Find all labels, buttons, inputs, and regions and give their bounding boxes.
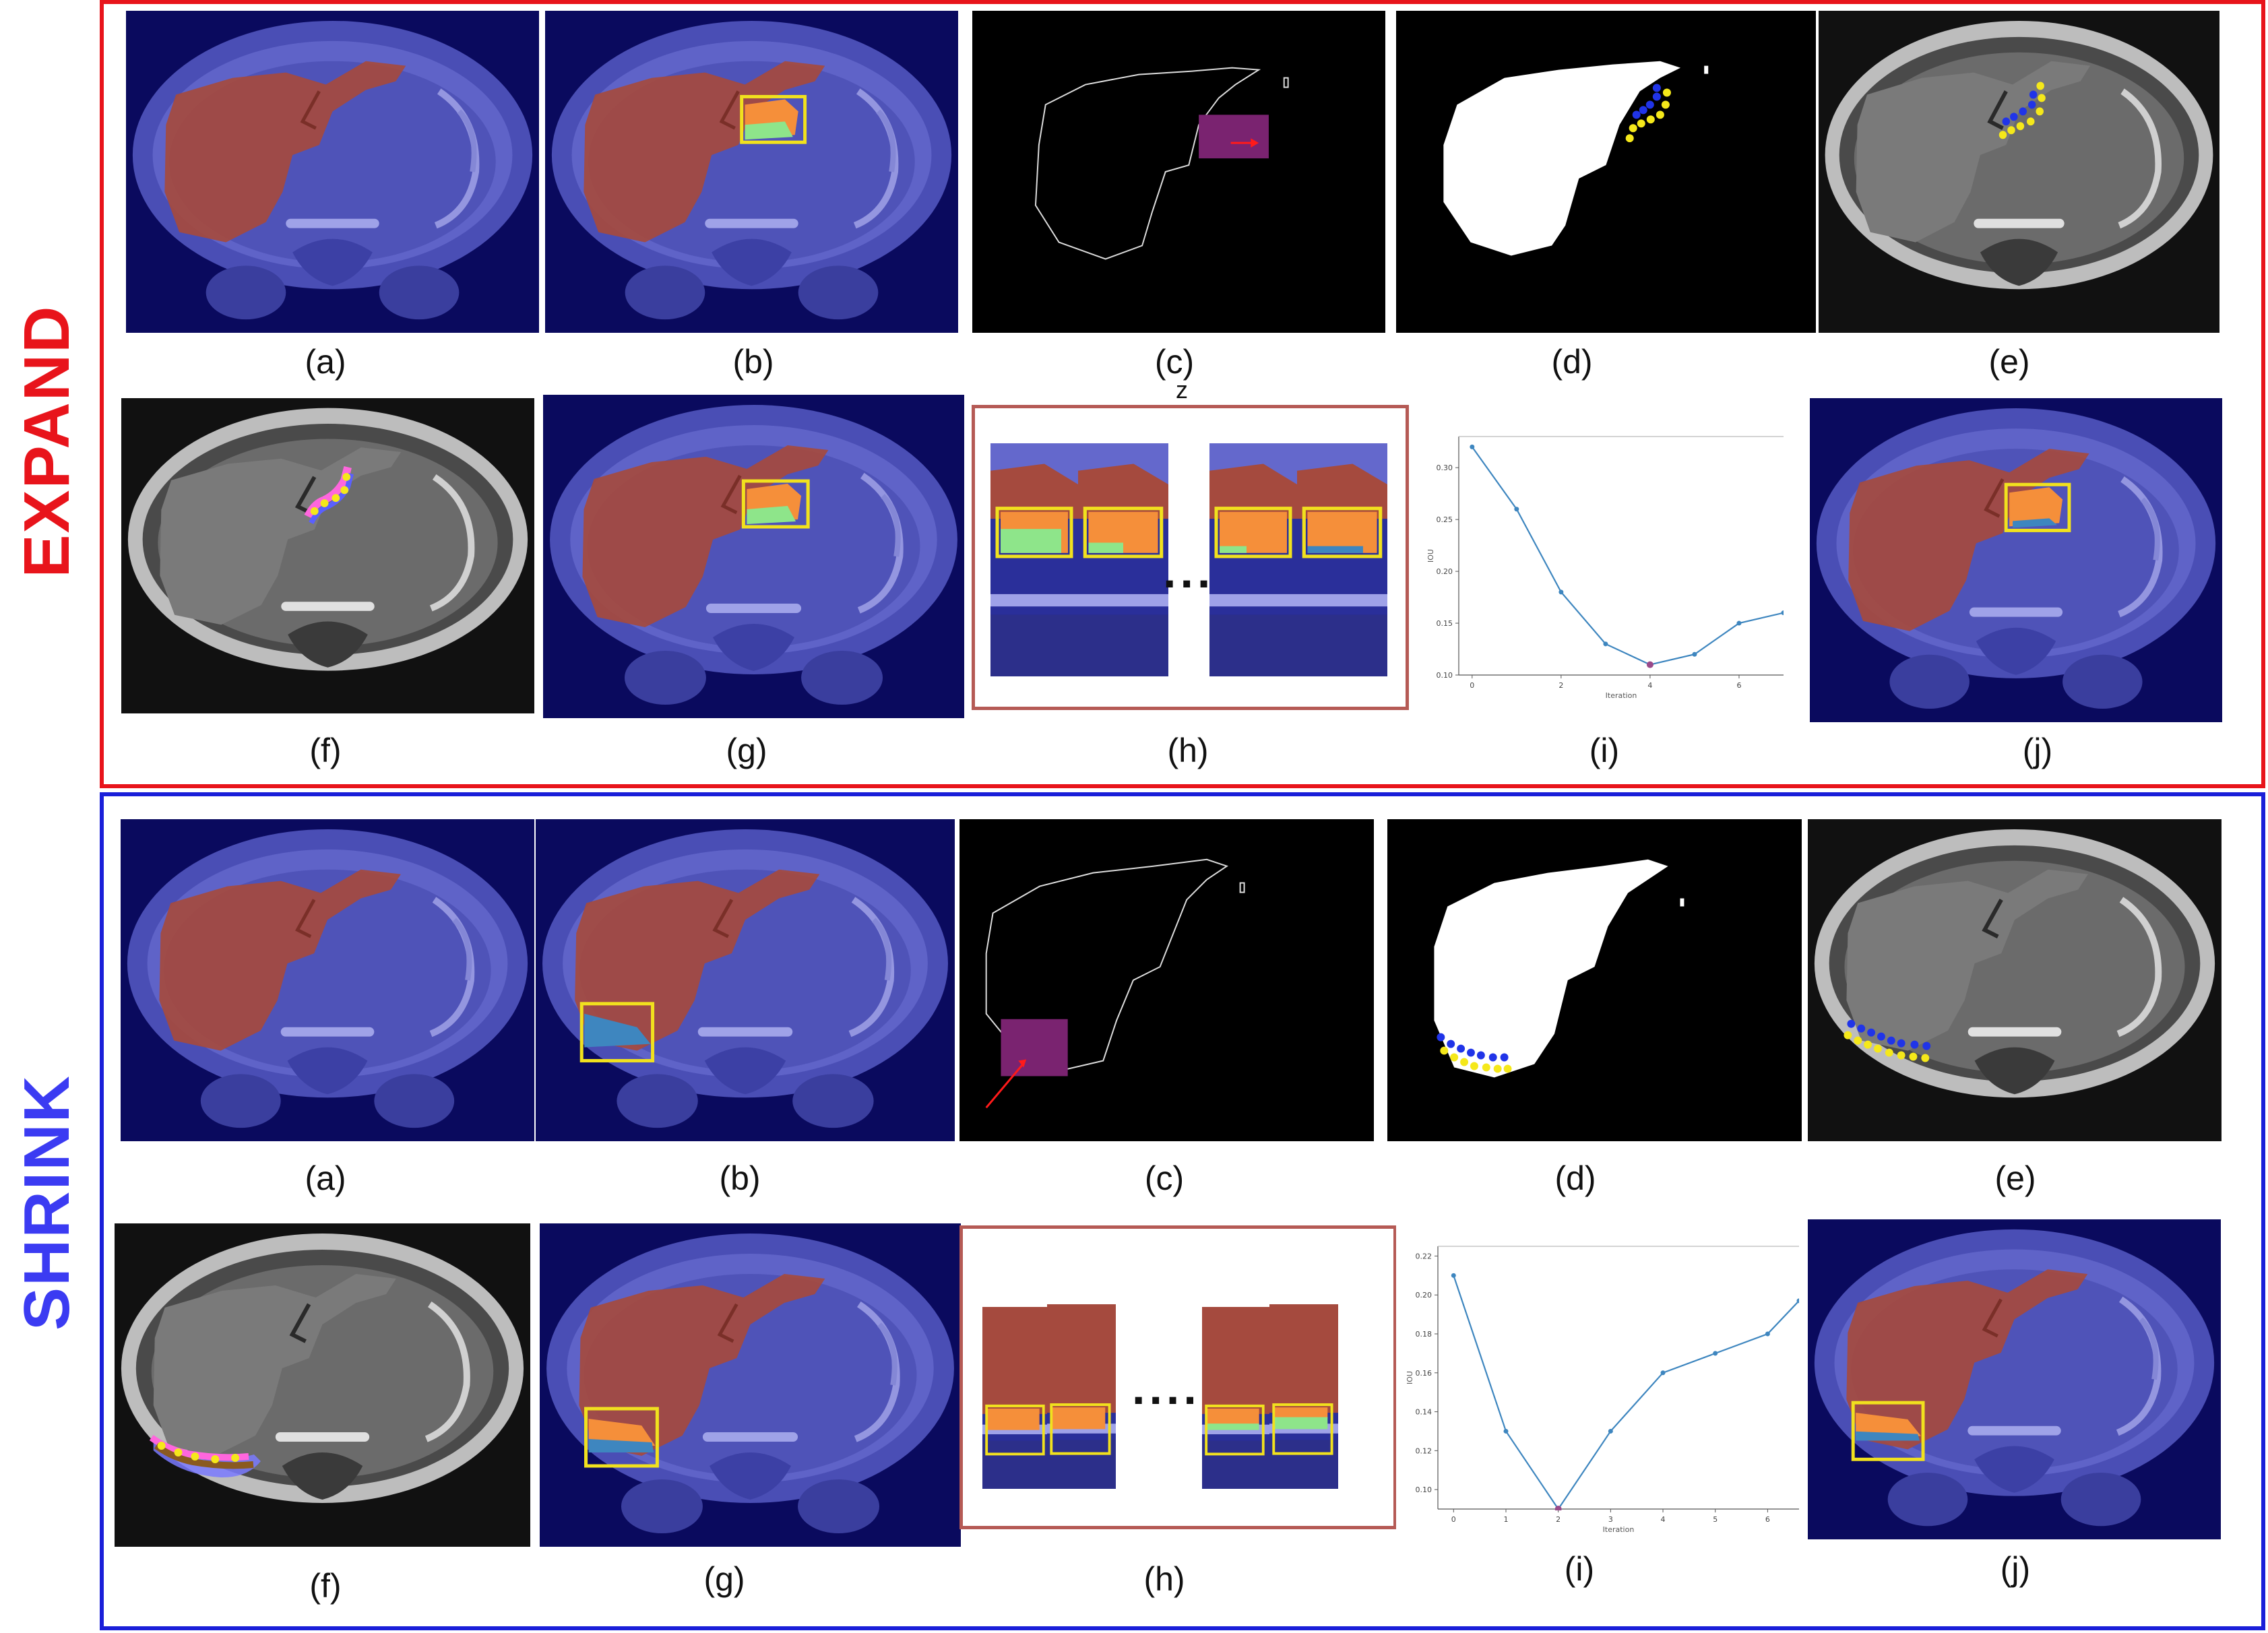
chart-plot-area xyxy=(1451,1273,1799,1510)
y-tick-label: 0.15 xyxy=(1437,619,1453,628)
expand-panel-f-contours-on-mri xyxy=(121,398,534,713)
caption-expand-f: (f) xyxy=(309,732,342,769)
caption-shrink-j: (j) xyxy=(2000,1550,2031,1588)
caption-expand-e: (e) xyxy=(1988,343,2030,381)
caption-shrink-a: (a) xyxy=(305,1159,346,1197)
caption-shrink-c: (c) xyxy=(1144,1159,1185,1197)
caption-expand-b: (b) xyxy=(732,343,774,381)
iou-data-point xyxy=(1514,507,1519,512)
shrink-section-label: SHRINK xyxy=(11,1074,83,1331)
iou-data-point xyxy=(1781,610,1784,616)
y-tick-label: 0.30 xyxy=(1437,463,1453,472)
iou-series-line xyxy=(1471,446,1784,666)
x-tick-label: 0 xyxy=(1470,681,1474,690)
expand-section-frame xyxy=(100,0,2265,788)
caption-shrink-d: (d) xyxy=(1554,1159,1596,1197)
caption-expand-j: (j) xyxy=(2022,732,2053,769)
caption-expand-a: (a) xyxy=(305,343,346,381)
caption-shrink-f: (f) xyxy=(309,1567,342,1605)
y-tick-label: 0.25 xyxy=(1437,515,1453,524)
y-tick-label: 0.10 xyxy=(1437,671,1453,680)
iou-data-point xyxy=(1451,1273,1456,1278)
x-tick-label: 3 xyxy=(1608,1515,1613,1524)
shrink-panel-c-contour-map xyxy=(959,819,1374,1141)
chart-plot-area xyxy=(1470,444,1784,668)
shrink-crop-tile-1 xyxy=(982,1307,1050,1489)
y-tick-label: 0.22 xyxy=(1416,1252,1432,1260)
y-tick-label: 0.20 xyxy=(1416,1291,1432,1300)
y-tick-label: 0.14 xyxy=(1416,1408,1432,1417)
expand-panel-b-highlighted-region xyxy=(545,11,958,333)
x-tick-label: 4 xyxy=(1647,681,1652,690)
x-tick-label: 2 xyxy=(1558,681,1563,690)
x-tick-label: 5 xyxy=(1713,1515,1718,1524)
expand-panel-e-points-on-mri xyxy=(1819,11,2219,333)
shrink-iteration-ellipsis: .... xyxy=(1132,1362,1201,1414)
x-tick-label: 1 xyxy=(1503,1515,1508,1524)
y-tick-label: 0.18 xyxy=(1416,1330,1432,1339)
y-axis-label: IOU xyxy=(1406,1371,1414,1384)
caption-shrink-g: (g) xyxy=(703,1560,745,1598)
expand-crop-tile-2 xyxy=(1078,443,1168,676)
stray-z-mark: z xyxy=(1176,376,1188,404)
caption-shrink-i: (i) xyxy=(1564,1550,1595,1588)
shrink-section-frame xyxy=(100,792,2265,1630)
shrink-panel-e-points-on-mri xyxy=(1808,819,2222,1141)
iou-data-point xyxy=(1765,1331,1770,1337)
expand-crop-tile-3 xyxy=(1209,443,1297,676)
caption-expand-i: (i) xyxy=(1589,732,1620,769)
iou-data-point xyxy=(1692,651,1697,657)
expand-panel-a-liver-overlay xyxy=(126,11,539,333)
expand-panel-i-iou-chart: 0.10 0.15 0.20 0.25 0.30 0 2 4 6 Iteration IOU xyxy=(1420,412,1789,704)
x-axis-label: Iteration xyxy=(1603,1525,1635,1534)
shrink-panel-d-binary-mask xyxy=(1387,819,1802,1141)
shrink-panel-a-liver-overlay xyxy=(121,819,534,1141)
iou-data-point xyxy=(1736,620,1742,626)
iou-data-point xyxy=(1608,1428,1613,1434)
iou-min-point xyxy=(1646,661,1653,668)
expand-section-label: EXPAND xyxy=(11,305,83,578)
expand-panel-j-final-overlay xyxy=(1810,398,2222,722)
iou-data-point xyxy=(1713,1351,1718,1356)
y-tick-label: 0.16 xyxy=(1416,1369,1432,1378)
x-tick-label: 0 xyxy=(1451,1515,1456,1524)
x-tick-label: 2 xyxy=(1556,1515,1561,1524)
shrink-panel-j-final-overlay xyxy=(1808,1219,2221,1539)
expand-crop-tile-1 xyxy=(990,443,1078,676)
shrink-crop-tile-4 xyxy=(1269,1304,1338,1489)
iou-data-point xyxy=(1470,444,1475,449)
iou-data-point xyxy=(1503,1428,1509,1434)
shrink-crop-tile-2 xyxy=(1047,1304,1116,1489)
caption-shrink-h: (h) xyxy=(1143,1560,1185,1598)
x-tick-label: 4 xyxy=(1661,1515,1666,1524)
x-axis-label: Iteration xyxy=(1606,691,1637,700)
y-tick-label: 0.12 xyxy=(1416,1446,1432,1455)
caption-expand-h: (h) xyxy=(1167,732,1209,769)
caption-expand-g: (g) xyxy=(726,732,767,769)
y-tick-label: 0.20 xyxy=(1437,567,1453,576)
iou-data-point xyxy=(1603,641,1608,647)
x-tick-label: 6 xyxy=(1736,681,1741,690)
iou-series-line xyxy=(1453,1275,1799,1510)
expand-panel-d-binary-mask xyxy=(1396,11,1816,333)
expand-panel-g-updated-overlay xyxy=(543,395,964,718)
iou-data-point xyxy=(1796,1298,1799,1304)
expand-crop-tile-4 xyxy=(1297,443,1387,676)
caption-expand-d: (d) xyxy=(1551,343,1593,381)
iou-data-point xyxy=(1558,589,1564,595)
shrink-panel-i-iou-chart: 0.10 0.12 0.14 0.16 0.18 0.20 0.22 0 1 2 3 4 5 6 Itera… xyxy=(1396,1219,1804,1543)
shrink-panel-g-updated-overlay xyxy=(540,1223,961,1547)
iou-min-point xyxy=(1554,1506,1562,1510)
y-axis-label: IOU xyxy=(1426,549,1435,563)
y-tick-label: 0.10 xyxy=(1416,1485,1432,1494)
x-tick-label: 6 xyxy=(1765,1515,1770,1524)
shrink-panel-b-highlighted-region xyxy=(536,819,955,1141)
caption-shrink-e: (e) xyxy=(1994,1159,2036,1197)
caption-shrink-b: (b) xyxy=(719,1159,761,1197)
shrink-panel-f-contours-on-mri xyxy=(115,1223,530,1547)
caption-expand-c: (c) xyxy=(1154,343,1195,381)
iou-data-point xyxy=(1660,1370,1666,1376)
shrink-crop-tile-3 xyxy=(1202,1307,1269,1489)
expand-panel-c-contour-map xyxy=(972,11,1385,333)
